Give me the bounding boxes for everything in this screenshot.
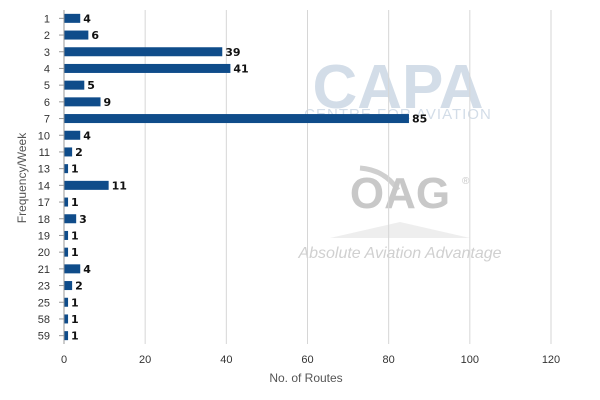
data-label: 11	[112, 179, 127, 192]
x-tick-label: 100	[461, 354, 479, 366]
y-tick-label: 3	[44, 47, 50, 59]
capa-logo-text: CAPA	[312, 53, 483, 122]
y-tick-label: 21	[38, 264, 50, 276]
data-label: 2	[75, 280, 83, 293]
data-label: 1	[71, 229, 79, 242]
bar	[64, 314, 69, 324]
y-tick-label: 17	[38, 197, 50, 209]
bar	[64, 13, 81, 23]
bar	[64, 30, 89, 40]
oag-wing-icon	[330, 222, 470, 238]
data-label: 3	[79, 213, 87, 226]
bar-series	[64, 13, 409, 341]
data-label: 85	[412, 113, 427, 126]
bar	[64, 230, 69, 240]
y-tick-label: 25	[38, 297, 50, 309]
y-tick-label: 23	[38, 281, 50, 293]
y-tick-label: 18	[38, 214, 50, 226]
bar	[64, 197, 69, 207]
y-tick-label: 1	[44, 13, 50, 25]
data-label: 1	[71, 313, 79, 326]
bar	[64, 247, 69, 257]
data-label: 2	[75, 146, 83, 159]
y-tick-label: 59	[38, 331, 50, 343]
y-axis-title: Frequency/Week	[15, 132, 29, 223]
x-tick-label: 60	[301, 354, 313, 366]
y-tick-label: 14	[38, 180, 50, 192]
bar	[64, 47, 223, 57]
data-label: 6	[91, 29, 99, 42]
y-tick-label: 58	[38, 314, 50, 326]
bar	[64, 331, 69, 341]
y-tick-label: 4	[44, 63, 50, 75]
x-tick-label: 0	[61, 354, 67, 366]
y-tick-label: 11	[39, 147, 50, 159]
data-label: 4	[83, 129, 91, 142]
data-label: 1	[71, 296, 79, 309]
x-axis-title: No. of Routes	[269, 371, 342, 385]
y-tick-label: 10	[38, 130, 50, 142]
oag-watermark: OAG ® Absolute Aviation Advantage	[297, 165, 502, 262]
y-tick-label: 5	[44, 80, 50, 92]
x-tick-label: 120	[542, 354, 560, 366]
capa-watermark: CAPA CENTRE FOR AVIATION	[304, 53, 491, 123]
y-tick-label: 20	[38, 247, 50, 259]
bar	[64, 130, 81, 140]
data-label: 4	[83, 12, 91, 25]
bar	[64, 164, 69, 174]
data-label: 1	[71, 196, 79, 209]
bar	[64, 63, 231, 73]
data-label: 41	[233, 62, 248, 75]
y-tick-label: 7	[44, 114, 50, 126]
bar	[64, 147, 73, 157]
oag-tagline-text: Absolute Aviation Advantage	[297, 245, 501, 262]
bar	[64, 297, 69, 307]
y-tick-label: 13	[38, 164, 50, 176]
bar	[64, 214, 77, 224]
bar	[64, 180, 109, 190]
y-tick-label: 6	[44, 97, 50, 109]
bar	[64, 97, 101, 107]
bar	[64, 114, 409, 124]
data-label: 1	[71, 246, 79, 259]
y-tick-label: 2	[44, 30, 50, 42]
oag-swoosh-icon	[359, 165, 401, 192]
data-label: 39	[225, 46, 240, 59]
oag-logo-text: OAG	[350, 169, 450, 218]
data-label: 4	[83, 263, 91, 276]
data-label: 5	[87, 79, 95, 92]
bar	[64, 281, 73, 291]
data-label: 1	[71, 330, 79, 343]
x-tick-label: 20	[139, 354, 151, 366]
x-tick-label: 40	[220, 354, 232, 366]
grid-lines	[144, 10, 552, 344]
x-tick-label: 80	[383, 354, 395, 366]
y-tick-label: 19	[38, 230, 50, 242]
data-label: 9	[104, 96, 112, 109]
bar	[64, 80, 85, 90]
bar	[64, 264, 81, 274]
data-label: 1	[71, 163, 79, 176]
oag-registered-mark: ®	[462, 176, 470, 187]
axes: 0 20 40 60 80 100 1201234567101113141718192021…	[38, 10, 560, 366]
